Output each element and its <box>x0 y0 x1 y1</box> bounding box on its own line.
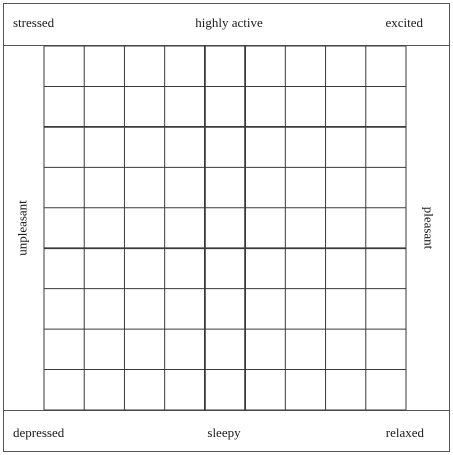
grid-lines <box>43 45 407 411</box>
affect-grid-frame <box>3 3 450 452</box>
label-stressed: stressed <box>13 15 55 30</box>
label-highly-active: highly active <box>195 15 263 30</box>
label-relaxed: relaxed <box>385 425 424 440</box>
label-excited: excited <box>385 15 423 30</box>
label-depressed: depressed <box>13 425 65 440</box>
top-label-band: stressed highly active excited <box>3 3 450 46</box>
label-sleepy: sleepy <box>207 425 241 440</box>
